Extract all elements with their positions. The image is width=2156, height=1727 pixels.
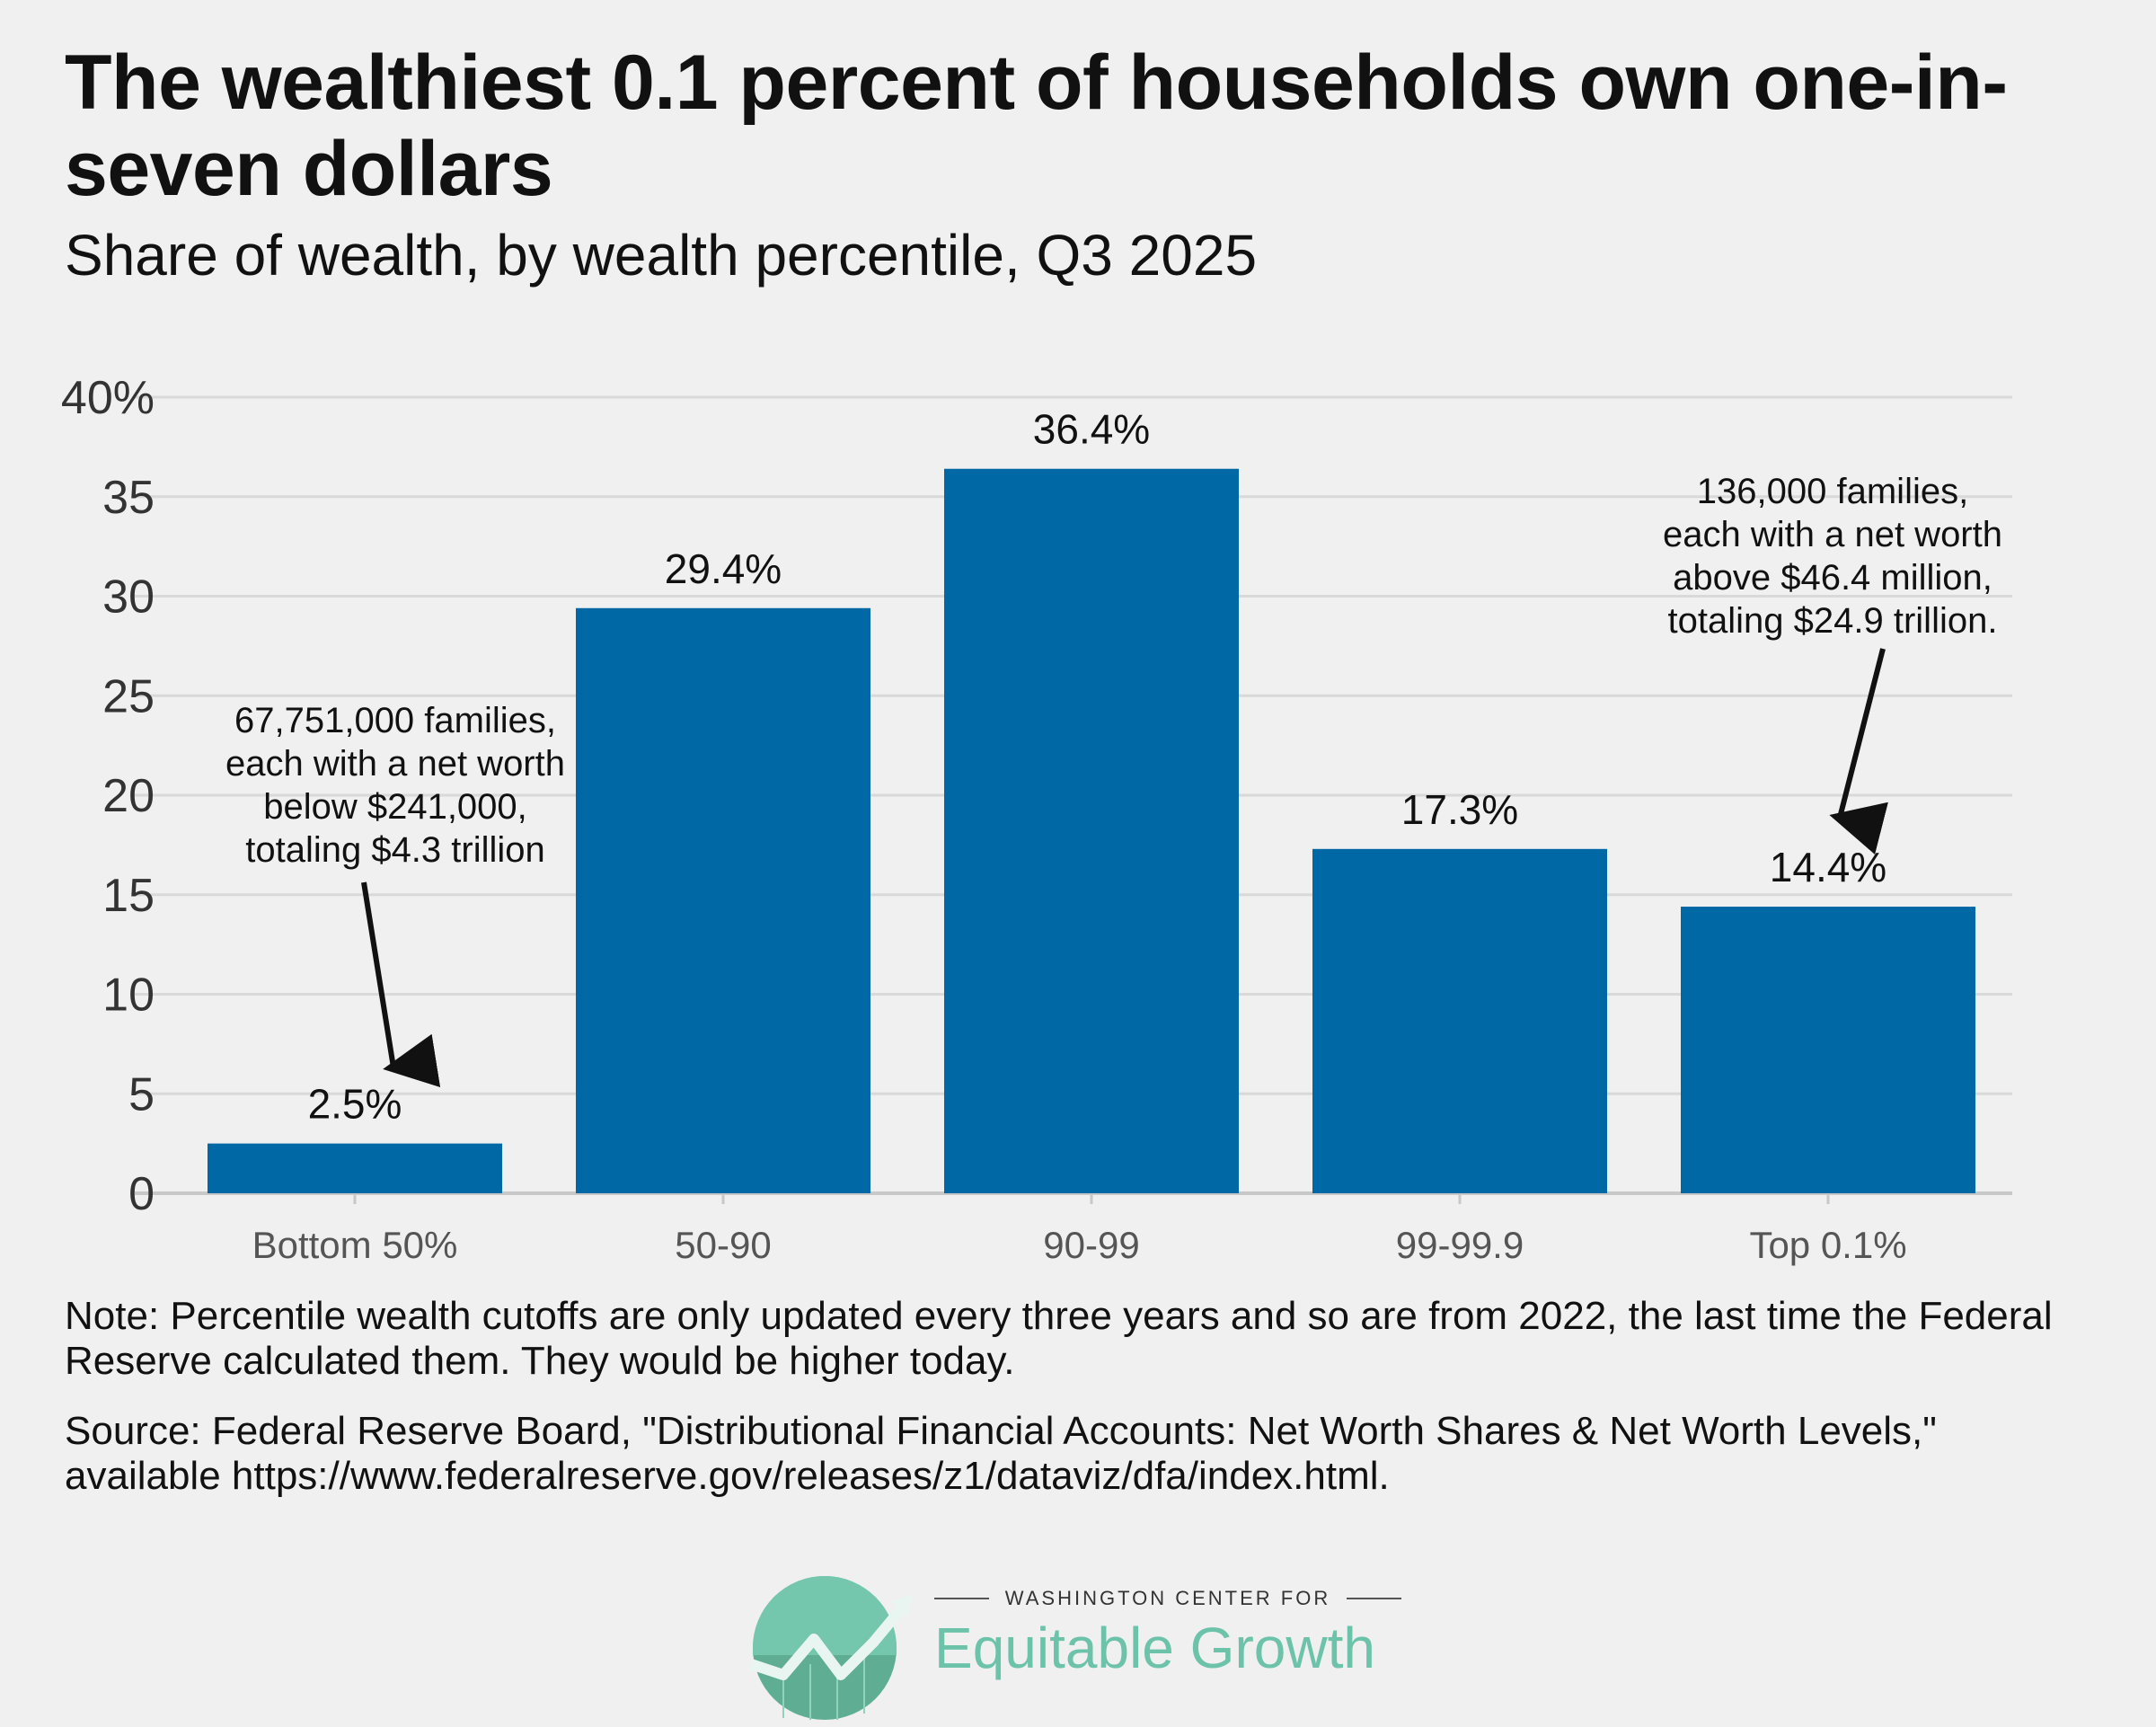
chart-note: Note: Percentile wealth cutoffs are only… <box>65 1294 2053 1383</box>
data-label: 2.5% <box>308 1081 402 1128</box>
x-tick-label: 99-99.9 <box>1396 1224 1524 1266</box>
chart-title: The wealthiest 0.1 percent of households… <box>65 40 2008 212</box>
data-label: 29.4% <box>665 545 782 592</box>
x-axis: Bottom 50% 50-90 90-99 99-99.9 Top 0.1% <box>252 1193 1907 1266</box>
bar <box>576 607 870 1193</box>
y-tick-label: 10 <box>102 970 155 1022</box>
y-tick-label: 20 <box>102 770 155 822</box>
data-label: 14.4% <box>1770 844 1886 890</box>
bar <box>1312 848 1607 1193</box>
annotation-text: 67,751,000 families, each with a net wort… <box>225 701 565 870</box>
data-labels: 2.5% 29.4% 36.4% 17.3% 14.4% <box>308 406 1887 1128</box>
bar <box>1681 907 1975 1193</box>
y-axis: 0 5 10 15 20 25 30 35 40% <box>61 372 155 1220</box>
bar-chart: 0 5 10 15 20 25 30 35 40% Bottom 50% 50-90 90-99 99… <box>61 372 2012 1266</box>
data-label: 36.4% <box>1033 406 1150 453</box>
y-tick-label: 15 <box>102 870 155 922</box>
logo-wordmark: Equitable Growth <box>934 1616 1375 1680</box>
data-label: 17.3% <box>1401 786 1518 833</box>
y-tick-label: 35 <box>102 472 155 524</box>
x-tick-label: Bottom 50% <box>252 1224 458 1266</box>
bar <box>208 1143 502 1193</box>
annotation-text: 136,000 families, each with a net worth ab… <box>1663 472 2002 641</box>
y-tick-label: 40% <box>61 372 155 424</box>
bars <box>208 468 1975 1193</box>
annotations: 67,751,000 families, each with a net wort… <box>225 472 2002 1088</box>
x-tick-label: 50-90 <box>675 1224 771 1266</box>
logo-tagline: WASHINGTON CENTER FOR <box>934 1585 1402 1612</box>
logo-mark-icon <box>749 1576 914 1720</box>
y-tick-label: 30 <box>102 571 155 624</box>
y-tick-label: 25 <box>102 670 155 722</box>
equitable-growth-logo: WASHINGTON CENTER FOR Equitable Growth <box>747 1565 1430 1720</box>
annotation-arrow <box>361 881 441 1088</box>
y-tick-label: 0 <box>128 1168 155 1220</box>
chart-source: Source: Federal Reserve Board, "Distribu… <box>65 1409 1937 1498</box>
chart-subtitle: Share of wealth, by wealth percentile, Q… <box>65 223 1258 288</box>
x-tick-label: Top 0.1% <box>1749 1224 1906 1266</box>
y-tick-label: 5 <box>128 1068 155 1120</box>
x-tick-label: 90-99 <box>1043 1224 1139 1266</box>
annotation-arrow <box>1829 648 1888 855</box>
bar <box>944 468 1239 1193</box>
